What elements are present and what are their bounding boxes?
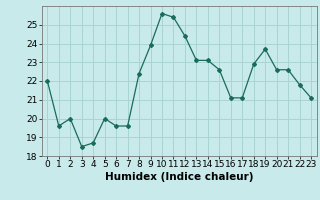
X-axis label: Humidex (Indice chaleur): Humidex (Indice chaleur): [105, 172, 253, 182]
